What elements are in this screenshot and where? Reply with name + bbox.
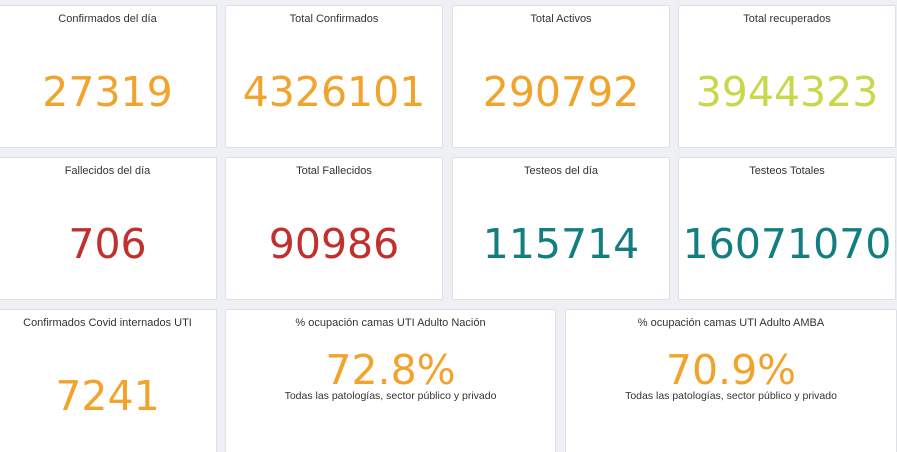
card-label: % ocupación camas UTI Adulto AMBA (637, 317, 825, 329)
card-value: 115714 (482, 220, 640, 268)
card-label: Testeos Totales (749, 165, 825, 177)
card-label: Total Activos (530, 13, 592, 25)
card-label: % ocupación camas UTI Adulto Nación (295, 317, 486, 329)
card-value: 3944323 (695, 68, 879, 116)
card-value: 70.9% (665, 346, 797, 394)
card-value: 27319 (42, 68, 173, 116)
card-value: 706 (68, 220, 147, 268)
card-label: Fallecidos del día (64, 165, 151, 177)
card-note: Todas las patologías, sector público y p… (284, 390, 497, 402)
card-ocupacion-uti-nacion: % ocupación camas UTI Adulto Nación 72.8… (225, 309, 556, 452)
card-total-fallecidos: Total Fallecidos 90986 (225, 157, 443, 300)
card-value: 7241 (55, 372, 160, 420)
card-value: 90986 (268, 220, 400, 268)
card-confirmados-internados-uti: Confirmados Covid internados UTI 7241 (0, 309, 217, 452)
card-value: 290792 (482, 68, 640, 116)
card-label: Confirmados del día (58, 13, 157, 25)
card-total-confirmados: Total Confirmados 4326101 (225, 5, 443, 148)
card-testeos-del-dia: Testeos del día 115714 (452, 157, 670, 300)
card-label: Total Fallecidos (296, 165, 372, 177)
card-value: 16071070 (682, 220, 892, 268)
card-value: 4326101 (242, 68, 426, 116)
card-total-activos: Total Activos 290792 (452, 5, 670, 148)
card-confirmados-del-dia: Confirmados del día 27319 (0, 5, 217, 148)
card-testeos-totales: Testeos Totales 16071070 (678, 157, 896, 300)
card-fallecidos-del-dia: Fallecidos del día 706 (0, 157, 217, 300)
card-value: 72.8% (325, 346, 456, 394)
card-label: Confirmados Covid internados UTI (23, 317, 192, 329)
card-note: Todas las patologías, sector público y p… (625, 390, 837, 402)
card-label: Total recuperados (743, 13, 831, 25)
card-label: Total Confirmados (289, 13, 379, 25)
card-total-recuperados: Total recuperados 3944323 (678, 5, 896, 148)
card-label: Testeos del día (524, 165, 598, 177)
card-ocupacion-uti-amba: % ocupación camas UTI Adulto AMBA 70.9% … (565, 309, 897, 452)
